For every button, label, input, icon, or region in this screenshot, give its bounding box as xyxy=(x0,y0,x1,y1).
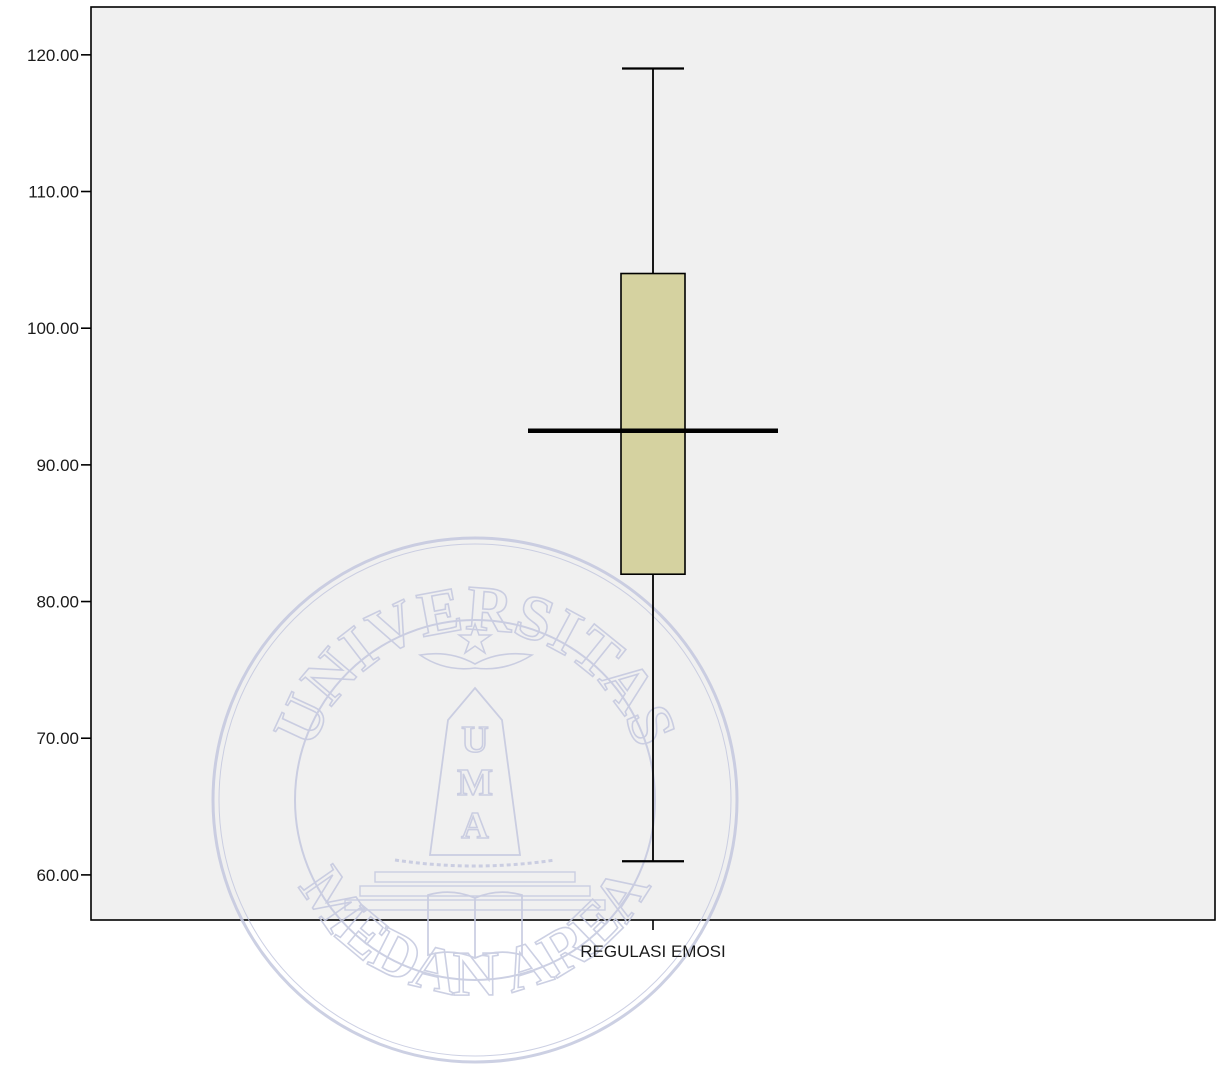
y-tick-label: 70.00 xyxy=(36,729,79,748)
y-tick-label: 90.00 xyxy=(36,456,79,475)
laurel-icon xyxy=(394,858,556,868)
monogram-letter-u: U xyxy=(461,719,488,761)
y-tick-label: 120.00 xyxy=(27,46,79,65)
monument-icon xyxy=(428,686,522,856)
box-series xyxy=(528,67,778,863)
wings-icon xyxy=(417,652,535,670)
book-icon xyxy=(427,891,523,959)
monogram-letter-a: A xyxy=(461,805,489,847)
y-tick-label: 60.00 xyxy=(36,866,79,885)
y-axis: 60.00 70.00 80.00 90.00 100.00 110.00 120.00 xyxy=(27,46,91,885)
iqr-box xyxy=(620,272,686,576)
y-tick-label: 100.00 xyxy=(27,319,79,338)
monogram-letter-m: M xyxy=(457,762,493,804)
y-tick-label: 80.00 xyxy=(36,593,79,612)
box-layer xyxy=(528,67,778,863)
x-category-label: REGULASI EMOSI xyxy=(580,942,725,961)
star-icon xyxy=(456,621,494,655)
y-tick-label: 110.00 xyxy=(28,183,79,202)
x-axis: REGULASI EMOSI xyxy=(580,920,726,961)
